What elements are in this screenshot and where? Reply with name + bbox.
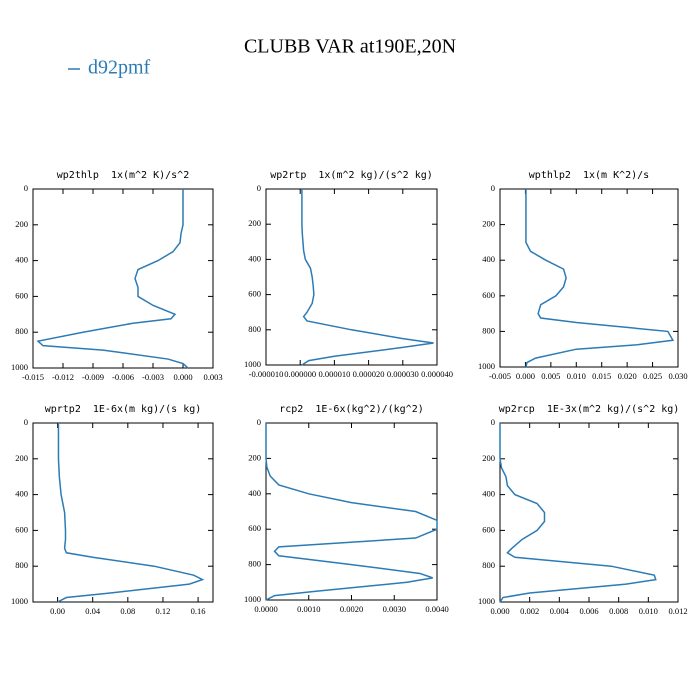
x-tick-label: 0.030 (668, 371, 687, 381)
y-tick-label: 1000 (478, 596, 495, 606)
y-tick-label: 400 (482, 489, 495, 499)
y-tick-label: 400 (15, 489, 28, 499)
y-tick-label: 200 (15, 219, 28, 229)
x-tick-label: 0.04 (85, 606, 101, 616)
x-tick-label: 0.000020 (353, 369, 385, 379)
x-tick-label: -0.005 (489, 371, 511, 381)
x-tick-label: 0.0020 (340, 604, 363, 614)
y-tick-label: 600 (248, 523, 261, 533)
profile-line (499, 423, 657, 603)
x-tick-label: -0.015 (22, 372, 44, 382)
x-tick-label: 0.000 (516, 371, 535, 381)
plot-frame (32, 188, 214, 369)
panel-title: rcp2 1E-6x(kg^2)/(kg^2) (279, 404, 424, 415)
profile-line (36, 189, 189, 369)
x-tick-label: 0.0030 (383, 604, 406, 614)
y-tick-label: 800 (482, 325, 495, 335)
x-tick-label: 0.002 (520, 606, 539, 616)
panel-title: wp2thlp 1x(m^2 K)/s^2 (57, 170, 189, 181)
y-tick-label: 1000 (478, 361, 495, 371)
y-tick-label: 0 (257, 417, 261, 427)
y-tick-label: 0 (257, 183, 261, 193)
x-tick-label: 0.004 (550, 606, 570, 616)
x-tick-label: 0.08 (120, 606, 135, 616)
panel-title: wpthlp2 1x(m K^2)/s (529, 170, 649, 181)
y-tick-label: 400 (248, 253, 261, 263)
y-tick-label: 800 (15, 326, 28, 336)
x-tick-label: 0.0040 (425, 604, 448, 614)
x-tick-label: 0.005 (541, 371, 560, 381)
profile-line (525, 189, 675, 368)
y-tick-label: 1000 (11, 362, 28, 372)
x-tick-label: -0.012 (52, 372, 74, 382)
x-tick-label: 0.025 (643, 371, 662, 381)
y-tick-label: 800 (248, 559, 261, 569)
y-tick-label: 600 (482, 524, 495, 534)
x-tick-label: 0.020 (618, 371, 637, 381)
y-tick-label: 0 (491, 417, 495, 427)
x-tick-label: -0.003 (142, 372, 164, 382)
y-tick-label: 0 (24, 183, 28, 193)
x-tick-label: 0.12 (156, 606, 171, 616)
x-tick-label: 0.0000 (254, 604, 277, 614)
panel-title: wprtp2 1E-6x(m kg)/(s kg) (45, 404, 202, 415)
x-tick-label: 0.00 (50, 606, 65, 616)
y-tick-label: 0 (24, 417, 28, 427)
x-tick-label: -0.000010 (249, 369, 284, 379)
y-tick-label: 200 (482, 453, 495, 463)
x-tick-label: 0.010 (567, 371, 586, 381)
y-tick-label: 800 (248, 324, 261, 334)
y-tick-label: 800 (15, 560, 28, 570)
x-tick-label: -0.009 (82, 372, 104, 382)
y-tick-label: 800 (482, 560, 495, 570)
y-tick-label: 0 (491, 183, 495, 193)
x-tick-label: 0.0010 (297, 604, 320, 614)
y-tick-label: 600 (15, 290, 28, 300)
x-tick-label: 0.000040 (421, 369, 453, 379)
x-tick-label: 0.000030 (387, 369, 419, 379)
x-tick-label: 0.000 (173, 372, 192, 382)
figure-title: CLUBB VAR at190E,20N (244, 36, 456, 58)
y-tick-label: 200 (482, 219, 495, 229)
panel-title: wp2rtp 1x(m^2 kg)/(s^2 kg) (270, 170, 433, 181)
x-tick-label: 0.000000 (284, 369, 316, 379)
y-tick-label: 1000 (244, 594, 261, 604)
y-tick-label: 200 (248, 218, 261, 228)
x-tick-label: 0.000 (490, 606, 509, 616)
x-tick-label: 0.015 (592, 371, 611, 381)
y-tick-label: 600 (482, 290, 495, 300)
plot-frame (265, 188, 438, 366)
x-tick-label: -0.006 (112, 372, 134, 382)
y-tick-label: 1000 (244, 359, 261, 369)
x-tick-label: 0.006 (579, 606, 598, 616)
panel-title: wp2rcp 1E-3x(m^2 kg)/(s^2 kg) (499, 404, 680, 415)
y-tick-label: 1000 (11, 596, 28, 606)
x-tick-label: 0.008 (609, 606, 628, 616)
x-tick-label: 0.16 (191, 606, 206, 616)
y-tick-label: 400 (248, 488, 261, 498)
x-tick-label: 0.000010 (318, 369, 350, 379)
plot-frame (499, 188, 679, 368)
x-tick-label: 0.010 (639, 606, 658, 616)
y-tick-label: 400 (15, 255, 28, 265)
y-tick-label: 400 (482, 254, 495, 264)
legend-label: d92pmf (88, 57, 151, 79)
y-tick-label: 200 (248, 452, 261, 462)
y-tick-label: 600 (15, 524, 28, 534)
y-tick-label: 600 (248, 289, 261, 299)
x-tick-label: 0.003 (203, 372, 222, 382)
profile-line (265, 423, 438, 601)
profile-line (57, 423, 205, 603)
profile-line (301, 189, 434, 366)
x-tick-label: 0.012 (668, 606, 687, 616)
y-tick-label: 200 (15, 453, 28, 463)
plot-frame (32, 422, 214, 603)
